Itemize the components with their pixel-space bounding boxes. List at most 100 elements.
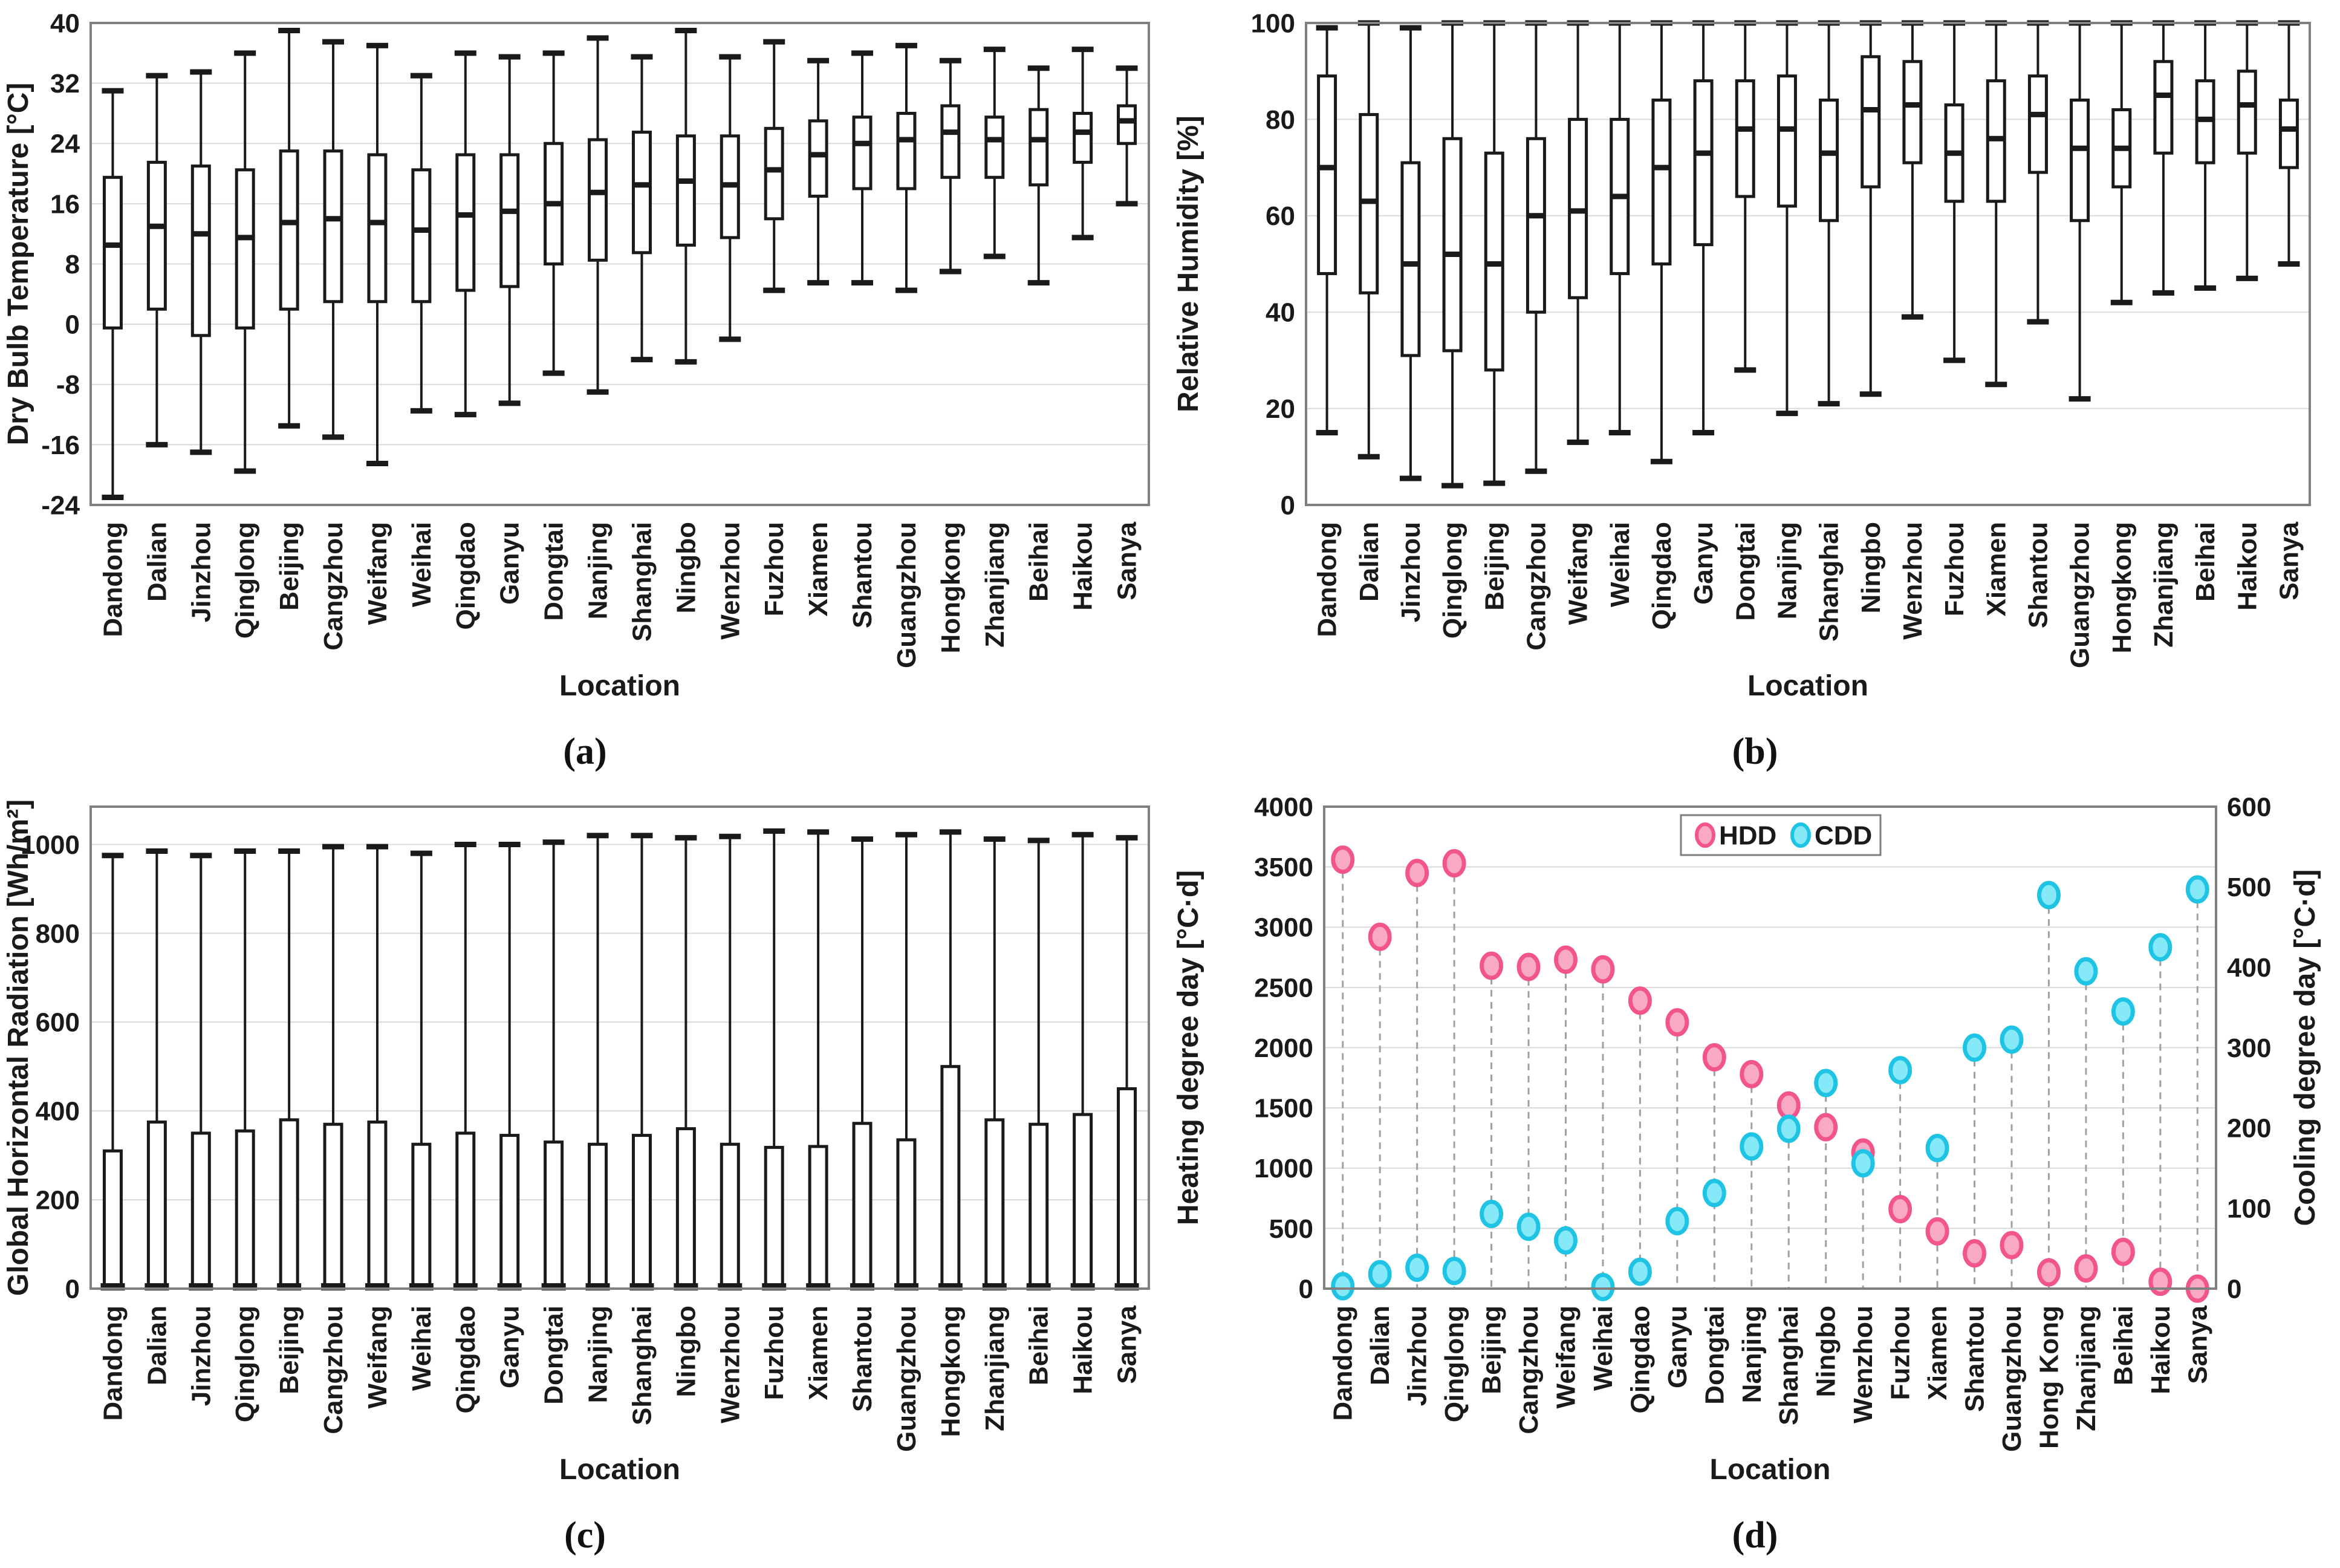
hdd-marker-dandong xyxy=(1331,845,1355,874)
legend-cdd-label: CDD xyxy=(1815,821,1872,850)
x-tick-label: Dongtai xyxy=(1700,1306,1729,1405)
y-tick-label-right: 100 xyxy=(2227,1194,2271,1224)
x-tick-label: Beijing xyxy=(275,522,304,611)
x-tick-label: Dandong xyxy=(1328,1306,1358,1421)
bar-hongkong xyxy=(938,829,963,1290)
bar-fuzhou xyxy=(762,828,787,1290)
boxplot-beijing xyxy=(1483,20,1506,486)
boxplot-guangzhou xyxy=(895,42,917,293)
x-tick-label: Weihai xyxy=(1588,1306,1618,1391)
y-tick-label: 500 xyxy=(1269,1214,1313,1244)
box xyxy=(102,1149,123,1290)
boxplot-dalian xyxy=(1357,20,1380,460)
y-tick-label-right: 400 xyxy=(2227,953,2271,983)
y-tick-label: 40 xyxy=(1266,298,1295,328)
y-axis-ticks: 0 200 400 600 800 1000 xyxy=(21,830,80,1304)
x-tick-label: Xiamen xyxy=(1923,1306,1952,1400)
x-tick-label: Dongtai xyxy=(539,522,569,621)
box xyxy=(1526,137,1546,314)
boxplot-jinzhou xyxy=(1399,25,1422,481)
x-tick-label: Sanya xyxy=(1113,521,1142,600)
box xyxy=(1693,79,1714,247)
cdd-marker-haikou xyxy=(2148,932,2173,961)
panel-c-chart: 0 200 400 600 800 1000 Dandong Dalian Jinzhou Qin… xyxy=(2,799,1150,1486)
x-tick-label: Qingdao xyxy=(451,1306,481,1413)
cdd-marker-qinglong xyxy=(1442,1257,1466,1286)
x-tick-label: Shanghai xyxy=(1774,1306,1804,1425)
hdd-marker-ningbo xyxy=(1814,1113,1838,1142)
panel-c-caption: (c) xyxy=(564,1514,606,1556)
x-tick-label: Jinzhou xyxy=(186,1306,216,1406)
x-tick-label: Shanghai xyxy=(627,1306,657,1425)
panel-c: 0 200 400 600 800 1000 Dandong Dalian Jinzhou Qin… xyxy=(0,784,1170,1568)
x-tick-label: Zhanjiang xyxy=(980,1306,1010,1431)
x-tick-label: Wenzhou xyxy=(1848,1306,1878,1423)
y-tick-label: 60 xyxy=(1266,201,1295,231)
bar-weifang xyxy=(365,844,389,1290)
y-tick-label: 80 xyxy=(1266,105,1295,135)
x-tick-label: Ningbo xyxy=(671,1306,701,1397)
x-tick-label: Qinglong xyxy=(230,1306,260,1422)
box xyxy=(852,115,873,190)
x-tick-label: Haikou xyxy=(1068,522,1098,611)
cdd-marker-beijing xyxy=(1480,1199,1504,1228)
panel-a-caption: (a) xyxy=(563,730,607,772)
data-layer xyxy=(102,27,1138,501)
box xyxy=(190,164,211,337)
box xyxy=(675,134,696,247)
plot-frame xyxy=(1323,805,2217,1290)
bar-beijing xyxy=(277,848,302,1290)
x-tick-label: Zhanjiang xyxy=(2072,1306,2101,1431)
bar-shantou xyxy=(850,836,875,1290)
bar-jinzhou xyxy=(189,853,213,1290)
boxplot-qingdao xyxy=(1650,20,1672,464)
x-tick-label: Ningbo xyxy=(671,522,701,614)
x-tick-label: Qingdao xyxy=(1647,522,1677,629)
box xyxy=(808,1145,828,1290)
x-tick-label: Nanjing xyxy=(583,1306,613,1403)
box xyxy=(411,1142,432,1290)
x-tick-label: Sanya xyxy=(1113,1305,1142,1384)
y-tick-label: 2000 xyxy=(1254,1033,1313,1063)
y-tick-label: 0 xyxy=(65,310,80,340)
x-tick-label: Fuzhou xyxy=(759,1306,789,1400)
y-axis-title-right: Cooling degree day [°C·d] xyxy=(2289,870,2321,1226)
box xyxy=(1861,55,1881,189)
x-tick-label: Shantou xyxy=(2023,522,2053,628)
box xyxy=(852,1122,873,1290)
x-tick-label: Xiamen xyxy=(804,1306,833,1400)
bar-qinglong xyxy=(233,848,258,1290)
boxplot-fuzhou xyxy=(763,39,785,293)
x-tick-label: Qinglong xyxy=(230,522,260,639)
gridlines xyxy=(1306,119,2310,409)
box xyxy=(1902,60,1923,164)
box xyxy=(235,1129,255,1290)
x-axis-labels: Dandong Dalian Jinzhou Qinglong Beijing Cangz… xyxy=(1313,521,2304,668)
x-axis-title: Location xyxy=(1710,1454,1831,1486)
x-tick-label: Cangzhou xyxy=(1514,1306,1544,1434)
panel-a-chart: -24 -16 -8 0 8 16 24 32 40 Dandong Dalian Jinzhou Qi… xyxy=(2,8,1150,702)
hdd-marker-hong-kong xyxy=(2036,1258,2061,1287)
boxplot-qingdao xyxy=(454,50,476,418)
box xyxy=(279,1118,299,1290)
x-tick-label: Qingdao xyxy=(451,522,481,629)
x-tick-label: Weifang xyxy=(363,522,392,625)
boxplot-nanjing xyxy=(587,35,609,395)
x-tick-label: Dongtai xyxy=(539,1306,569,1405)
cdd-marker-nanjing xyxy=(1740,1132,1764,1161)
legend-hdd-label: HDD xyxy=(1719,821,1776,850)
legend: HDD CDD xyxy=(1680,814,1882,856)
cdd-marker-beihai xyxy=(2111,997,2135,1026)
box xyxy=(675,1127,696,1290)
cdd-marker-weihai xyxy=(1591,1272,1615,1301)
boxplot-weihai xyxy=(410,73,432,414)
y-tick-label: 400 xyxy=(36,1097,80,1127)
bar-wenzhou xyxy=(718,833,743,1290)
x-tick-label: Dalian xyxy=(1365,1306,1395,1385)
box xyxy=(2153,60,2174,155)
boxplot-cangzhou xyxy=(322,39,345,440)
x-tick-label: Wenzhou xyxy=(1898,522,1928,640)
box xyxy=(190,1131,211,1290)
boxplot-weifang xyxy=(1567,20,1589,445)
box xyxy=(1776,74,1797,208)
